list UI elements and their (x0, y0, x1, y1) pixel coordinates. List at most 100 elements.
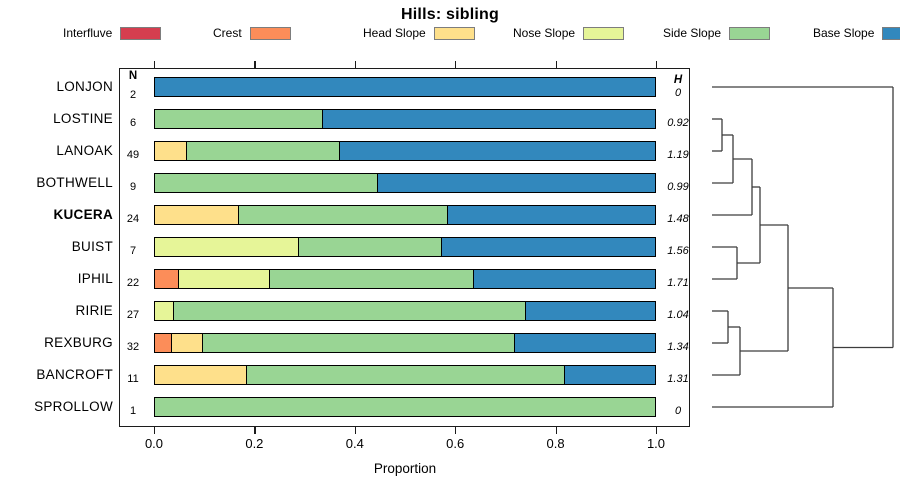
legend-label: Base Slope (813, 26, 875, 40)
legend-item: Nose Slope (513, 26, 625, 40)
bar-segment-head-slope (155, 206, 239, 224)
h-value: 1.19 (667, 149, 689, 161)
n-value: 49 (126, 149, 140, 161)
bar-segment-head-slope (155, 142, 186, 160)
stacked-bar (154, 333, 656, 353)
row-label: BUIST (71, 239, 113, 254)
legend-label: Side Slope (663, 26, 722, 40)
row-label: REXBURG (44, 335, 113, 350)
bar-segment-base-slope (440, 238, 655, 256)
bar-segment-side-slope (185, 142, 339, 160)
legend-swatch (729, 26, 771, 40)
stacked-bar (154, 269, 656, 289)
x-axis-title: Proportion (373, 461, 437, 476)
bar-segment-base-slope (514, 334, 655, 352)
bar-segment-side-slope (238, 206, 447, 224)
legend-swatch (249, 26, 291, 40)
top-tick (656, 60, 658, 68)
bottom-tick (354, 426, 357, 434)
n-value: 6 (129, 117, 137, 129)
legend-swatch (882, 26, 900, 40)
stacked-bar (154, 109, 656, 129)
h-value: 1.48 (667, 213, 689, 225)
row-label: IPHIL (77, 271, 113, 286)
top-tick (354, 60, 357, 68)
row-label: LOSTINE (53, 111, 113, 126)
n-value: 32 (126, 341, 140, 353)
bar-segment-base-slope (564, 366, 655, 384)
stacked-bar (154, 301, 656, 321)
n-value: 27 (126, 309, 140, 321)
bar-segment-side-slope (201, 334, 515, 352)
bottom-tick (555, 426, 557, 434)
x-tick-label: 0.4 (345, 436, 364, 451)
row-label: LONJON (56, 79, 113, 94)
h-value: 1.71 (667, 277, 689, 289)
bar-segment-base-slope (446, 206, 655, 224)
legend-item: Interfluve (63, 26, 162, 40)
legend-swatch (120, 26, 162, 40)
h-value: 1.34 (667, 341, 689, 353)
legend-swatch (583, 26, 625, 40)
bar-segment-crest (155, 270, 178, 288)
h-value: 0 (674, 405, 682, 417)
legend-label: Nose Slope (513, 26, 576, 40)
bottom-tick (254, 426, 256, 434)
bar-segment-side-slope (268, 270, 474, 288)
legend-label: Crest (213, 26, 242, 40)
bar-segment-base-slope (525, 302, 655, 320)
bar-segment-nose-slope (155, 302, 174, 320)
x-tick-label: 1.0 (646, 436, 666, 451)
bar-segment-nose-slope (155, 238, 298, 256)
legend-item: Head Slope (363, 26, 475, 40)
row-label: SPROLLOW (34, 399, 113, 414)
row-label: BOTHWELL (36, 175, 113, 190)
bar-segment-base-slope (377, 174, 655, 192)
bar-segment-base-slope (473, 270, 655, 288)
row-label: LANOAK (56, 143, 113, 158)
row-label: KUCERA (53, 207, 113, 222)
h-value: 1.31 (667, 373, 689, 385)
x-tick-label: 0.8 (546, 436, 565, 451)
chart-title: Hills: sibling (401, 6, 499, 23)
n-value: 11 (127, 373, 139, 385)
row-label: RIRIE (75, 303, 113, 318)
bar-segment-side-slope (245, 366, 565, 384)
bar-segment-head-slope (155, 366, 246, 384)
bottom-tick (656, 426, 658, 434)
h-value: 0 (674, 87, 682, 99)
bottom-tick (154, 426, 156, 434)
bar-segment-nose-slope (177, 270, 269, 288)
bar-segment-base-slope (155, 78, 655, 96)
top-tick (455, 60, 457, 68)
legend-item: Side Slope (663, 26, 771, 40)
top-tick (555, 60, 557, 68)
legend-label: Interfluve (63, 26, 113, 40)
legend-item: Base Slope (813, 26, 900, 40)
n-value: 9 (129, 181, 137, 193)
legend-swatch (433, 26, 475, 40)
n-value: 2 (129, 89, 137, 101)
h-value: 0.92 (667, 117, 689, 129)
bar-segment-base-slope (338, 142, 655, 160)
bar-segment-side-slope (155, 174, 378, 192)
h-column-header: H (673, 74, 683, 86)
stacked-bar (154, 173, 656, 193)
stacked-bar (154, 205, 656, 225)
n-value: 24 (126, 213, 140, 225)
stacked-bar (154, 397, 656, 417)
bar-segment-side-slope (173, 302, 526, 320)
legend-item: Crest (213, 26, 291, 40)
stacked-bar (154, 237, 656, 257)
bar-segment-base-slope (321, 110, 655, 128)
bar-segment-crest (155, 334, 171, 352)
plot-frame (119, 68, 690, 427)
stacked-bar (154, 365, 656, 385)
top-tick (254, 60, 256, 68)
legend-label: Head Slope (363, 26, 426, 40)
row-label: BANCROFT (36, 367, 113, 382)
n-value: 22 (126, 277, 140, 289)
x-tick-label: 0.0 (144, 436, 164, 451)
x-tick-label: 0.6 (446, 436, 465, 451)
